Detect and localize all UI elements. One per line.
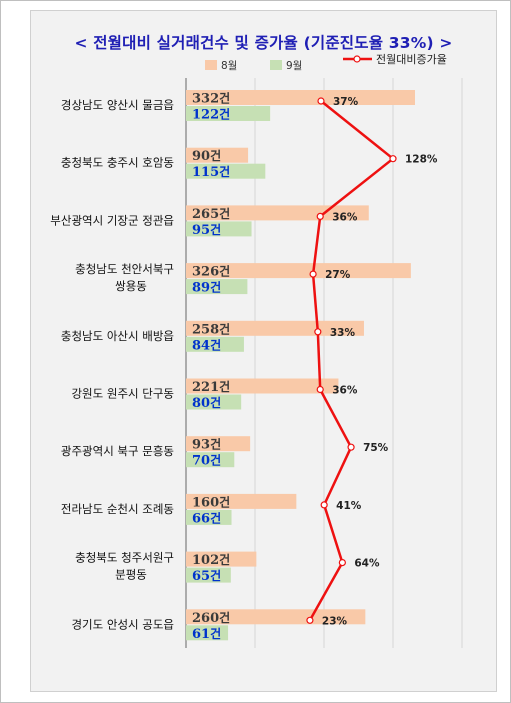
data-label-9월: 80건: [192, 395, 221, 411]
rate-point: [309, 270, 317, 278]
rate-label: 64%: [354, 558, 380, 570]
rate-point: [314, 328, 322, 336]
bar-8월: [186, 147, 249, 163]
data-label-9월: 115건: [192, 164, 230, 180]
rate-label: 37%: [333, 96, 359, 108]
category-label: 광주광역시 북구 문흥동: [61, 444, 174, 458]
bar-8월: [186, 436, 251, 452]
chart-panel: < 전월대비 실거래건수 및 증가율 (기준진도율 33%) >: [30, 10, 497, 692]
bar-9월: [186, 509, 232, 525]
bar-9월: [186, 106, 271, 121]
rate-point: [389, 155, 397, 163]
data-label-9월: 89건: [192, 280, 221, 296]
data-label-8월: 265건: [192, 206, 230, 222]
category-label-line2: 분평동: [115, 568, 147, 582]
category-label: 경상남도 양산시 물금읍: [61, 98, 174, 112]
bar-9월: [186, 567, 231, 583]
data-label-9월: 122건: [192, 107, 230, 123]
data-label-8월: 160건: [192, 494, 230, 510]
legend: 8월 9월 전월대비증가율: [205, 53, 447, 72]
legend-swatch-8월: [205, 60, 217, 70]
data-label-8월: 258건: [192, 321, 230, 337]
data-label-8월: 90건: [192, 148, 221, 164]
data-label-8월: 260건: [192, 610, 230, 626]
bar-8월: [186, 378, 339, 394]
category-label: 강원도 원주시 단구동: [71, 387, 174, 401]
bar-9월: [186, 279, 248, 295]
rate-point: [320, 501, 328, 509]
category-label: 충청북도 충주시 호암동: [61, 156, 174, 170]
data-label-9월: 66건: [192, 510, 221, 526]
bar-8월: [186, 90, 415, 105]
rate-point: [316, 212, 324, 220]
legend-label-9월: 9월: [286, 60, 302, 72]
data-label-9월: 70건: [192, 453, 221, 469]
rate-label: 23%: [322, 615, 348, 627]
bar-9월: [186, 336, 244, 352]
rate-label: 36%: [332, 385, 358, 397]
rate-line: [306, 97, 397, 624]
rate-point: [317, 97, 325, 105]
legend-swatch-9월: [270, 60, 282, 70]
legend-marker-rate: [353, 55, 361, 63]
data-label-8월: 93건: [192, 437, 221, 453]
data-label-8월: 326건: [192, 264, 230, 280]
data-label-9월: 84건: [192, 337, 221, 353]
category-label: 충청북도 청주서원구: [75, 551, 174, 565]
category-label-line2: 쌍용동: [115, 279, 147, 293]
bar-9월: [186, 163, 266, 179]
rate-polyline: [308, 100, 395, 621]
category-label: 충청남도 아산시 배방읍: [61, 329, 174, 343]
data-label-8월: 102건: [192, 552, 230, 568]
bar-9월: [186, 221, 252, 237]
rate-label: 36%: [332, 211, 358, 223]
data-label-8월: 332건: [192, 91, 230, 107]
bar-9월: [186, 452, 235, 468]
rate-label: 41%: [336, 500, 362, 512]
bar-8월: [186, 609, 366, 625]
rate-point: [347, 443, 355, 451]
rate-label: 33%: [330, 327, 356, 339]
rate-point: [306, 616, 314, 624]
data-label-9월: 65건: [192, 568, 221, 584]
data-label-9월: 61건: [192, 626, 221, 642]
chart-title: < 전월대비 실거래건수 및 증가율 (기준진도율 33%) >: [74, 34, 453, 52]
category-label: 충청남도 천안서북구: [75, 262, 174, 276]
category-label: 전라남도 순천시 조례동: [61, 502, 174, 516]
bar-9월: [186, 394, 242, 410]
rate-point: [316, 385, 324, 394]
category-label: 경기도 안성시 공도읍: [71, 617, 174, 631]
data-label-8월: 221건: [192, 379, 230, 395]
bar-8월: [186, 493, 297, 509]
rate-label: 128%: [405, 154, 438, 166]
bar-8월: [186, 263, 411, 279]
legend-label-rate: 전월대비증가율: [376, 53, 447, 66]
category-label: 부산광역시 기장군 정관읍: [50, 213, 174, 227]
data-label-9월: 95건: [192, 222, 221, 238]
legend-label-8월: 8월: [221, 60, 237, 72]
rate-label: 75%: [363, 442, 389, 454]
rate-point: [338, 558, 346, 567]
bar-9월: [186, 625, 229, 641]
rate-label: 27%: [325, 269, 351, 281]
bar-8월: [186, 551, 257, 567]
